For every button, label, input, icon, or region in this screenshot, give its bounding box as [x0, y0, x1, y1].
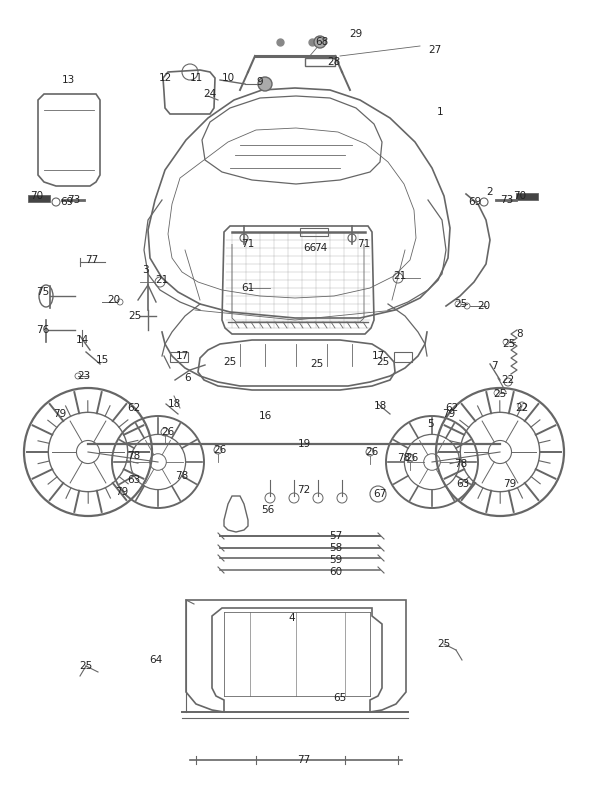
- Text: 57: 57: [329, 531, 343, 541]
- Text: 25: 25: [224, 357, 237, 367]
- Bar: [170, 352, 188, 362]
- Bar: [516, 193, 538, 200]
- Text: 62: 62: [127, 403, 140, 413]
- Bar: [28, 195, 50, 202]
- Text: 5: 5: [427, 419, 433, 429]
- Text: 78: 78: [398, 453, 411, 463]
- Text: 25: 25: [80, 661, 93, 671]
- Text: 26: 26: [365, 447, 379, 457]
- Text: 58: 58: [329, 543, 343, 553]
- Text: 16: 16: [258, 411, 271, 421]
- Text: 76: 76: [37, 325, 50, 335]
- Text: 68: 68: [316, 37, 329, 47]
- Text: 56: 56: [261, 505, 274, 515]
- Circle shape: [314, 36, 326, 48]
- Text: 69: 69: [60, 197, 74, 207]
- Text: 66: 66: [303, 243, 317, 253]
- Text: 78: 78: [127, 451, 140, 461]
- Text: 61: 61: [241, 283, 255, 293]
- Text: 25: 25: [502, 339, 516, 349]
- Text: 71: 71: [241, 239, 255, 249]
- Text: 29: 29: [349, 29, 363, 39]
- Text: 25: 25: [493, 389, 507, 399]
- Bar: [394, 352, 412, 362]
- Text: 59: 59: [329, 555, 343, 565]
- Text: 73: 73: [67, 195, 81, 205]
- Text: 9: 9: [257, 77, 263, 87]
- Text: 25: 25: [129, 311, 142, 321]
- Text: 78: 78: [175, 471, 189, 481]
- Text: 79: 79: [503, 479, 517, 489]
- Text: 3: 3: [142, 265, 148, 275]
- Text: 79: 79: [442, 409, 455, 419]
- Text: 69: 69: [468, 197, 481, 207]
- Text: 26: 26: [214, 445, 227, 455]
- Text: 14: 14: [76, 335, 88, 345]
- Text: 15: 15: [96, 355, 109, 365]
- Text: 28: 28: [327, 57, 340, 67]
- Bar: [305, 58, 335, 66]
- Text: 62: 62: [445, 403, 458, 413]
- Text: 64: 64: [149, 655, 163, 665]
- Text: 74: 74: [314, 243, 327, 253]
- Text: 75: 75: [37, 287, 50, 297]
- Text: 20: 20: [107, 295, 120, 305]
- Text: 63: 63: [127, 475, 140, 485]
- Text: 25: 25: [437, 639, 451, 649]
- Text: 11: 11: [189, 73, 202, 83]
- Text: 12: 12: [158, 73, 172, 83]
- Text: 79: 79: [116, 487, 129, 497]
- Text: 24: 24: [204, 89, 217, 99]
- Text: 73: 73: [500, 195, 514, 205]
- Text: 22: 22: [502, 375, 514, 385]
- Text: 2: 2: [487, 187, 493, 197]
- Text: 26: 26: [405, 453, 419, 463]
- Text: 21: 21: [394, 271, 407, 281]
- Text: 72: 72: [297, 485, 310, 495]
- Text: 27: 27: [428, 45, 442, 55]
- Text: 63: 63: [457, 479, 470, 489]
- Text: 60: 60: [329, 567, 343, 577]
- Text: 77: 77: [86, 255, 99, 265]
- Text: 79: 79: [53, 409, 67, 419]
- Text: 8: 8: [517, 329, 523, 339]
- Text: 70: 70: [31, 191, 44, 201]
- Text: 20: 20: [477, 301, 490, 311]
- Text: 7: 7: [491, 361, 497, 371]
- Text: 1: 1: [437, 107, 443, 117]
- Bar: [300, 228, 328, 236]
- Text: 22: 22: [516, 403, 529, 413]
- Text: 6: 6: [185, 373, 191, 383]
- Text: 77: 77: [297, 755, 310, 765]
- Text: 18: 18: [168, 399, 181, 409]
- Text: 65: 65: [333, 693, 347, 703]
- Text: 70: 70: [513, 191, 526, 201]
- Text: 18: 18: [373, 401, 386, 411]
- Text: 78: 78: [454, 459, 468, 469]
- Text: 17: 17: [371, 351, 385, 361]
- Text: 19: 19: [297, 439, 310, 449]
- Text: 67: 67: [373, 489, 386, 499]
- Text: 25: 25: [376, 357, 389, 367]
- Text: 21: 21: [155, 275, 169, 285]
- Text: 10: 10: [221, 73, 235, 83]
- Text: 71: 71: [358, 239, 371, 249]
- Text: 13: 13: [61, 75, 74, 85]
- Text: 17: 17: [175, 351, 189, 361]
- Text: 23: 23: [77, 371, 91, 381]
- Circle shape: [258, 77, 272, 91]
- Text: 4: 4: [289, 613, 296, 623]
- Text: 25: 25: [310, 359, 324, 369]
- Text: 26: 26: [162, 427, 175, 437]
- Text: 25: 25: [454, 299, 468, 309]
